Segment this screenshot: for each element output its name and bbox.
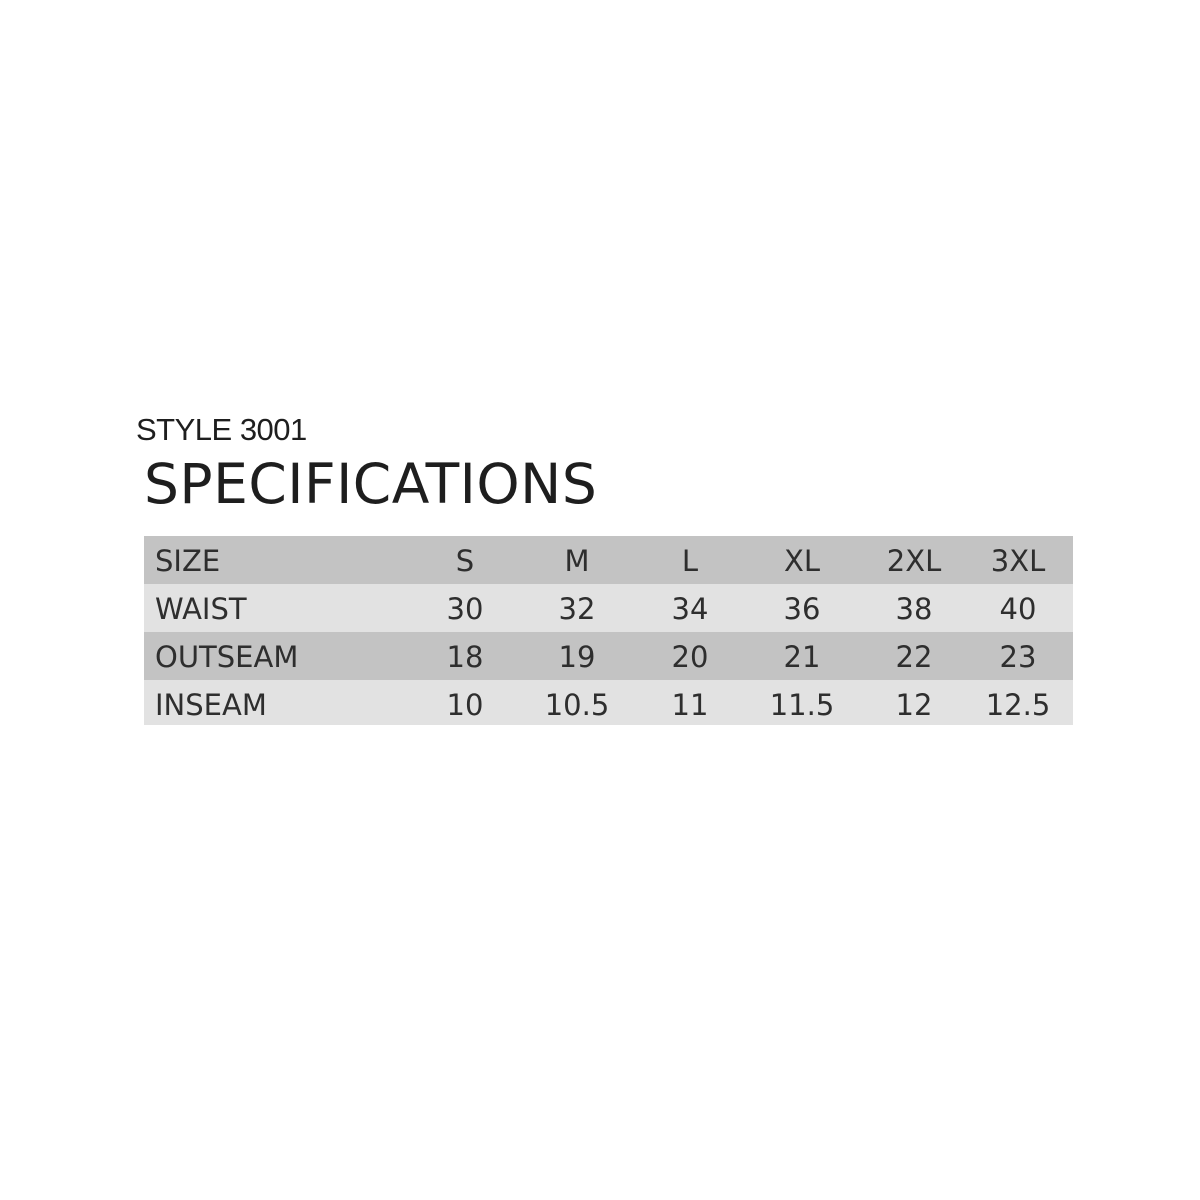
table-cell: 40 [999, 592, 1037, 626]
table-cell: 12.5 [985, 688, 1051, 722]
header-label: SIZE [155, 544, 221, 578]
table-cell: 10.5 [544, 688, 610, 722]
table-row: OUTSEAM 18 19 20 21 22 23 [144, 632, 1073, 680]
style-number: STYLE 3001 [136, 412, 307, 447]
table-cell: 11.5 [769, 688, 835, 722]
table-cell: 19 [558, 640, 596, 674]
table-cell: 30 [446, 592, 484, 626]
table-row: WAIST 30 32 34 36 38 40 [144, 584, 1073, 632]
table-cell: 38 [895, 592, 933, 626]
table-cell: 22 [895, 640, 933, 674]
header-cell: M [564, 544, 590, 578]
table-cell: 32 [558, 592, 596, 626]
table-cell: 21 [783, 640, 821, 674]
row-label: WAIST [155, 592, 247, 626]
table-cell: 34 [671, 592, 709, 626]
table-row: INSEAM 10 10.5 11 11.5 12 12.5 [144, 680, 1073, 725]
size-spec-table: SIZE S M L XL 2XL 3XL WAIST 30 32 34 36 … [144, 536, 1073, 725]
header-cell: S [455, 544, 475, 578]
table-cell: 36 [783, 592, 821, 626]
table-header-row: SIZE S M L XL 2XL 3XL [144, 536, 1073, 584]
header-cell: XL [783, 544, 821, 578]
page-title: SPECIFICATIONS [144, 452, 598, 516]
table-cell: 12 [895, 688, 933, 722]
table-cell: 10 [446, 688, 484, 722]
table-cell: 18 [446, 640, 484, 674]
table-cell: 11 [671, 688, 709, 722]
row-label: INSEAM [155, 688, 267, 722]
header-cell: L [681, 544, 699, 578]
table-cell: 20 [671, 640, 709, 674]
row-label: OUTSEAM [155, 640, 299, 674]
header-cell: 3XL [990, 544, 1046, 578]
table-cell: 23 [999, 640, 1037, 674]
header-cell: 2XL [886, 544, 942, 578]
